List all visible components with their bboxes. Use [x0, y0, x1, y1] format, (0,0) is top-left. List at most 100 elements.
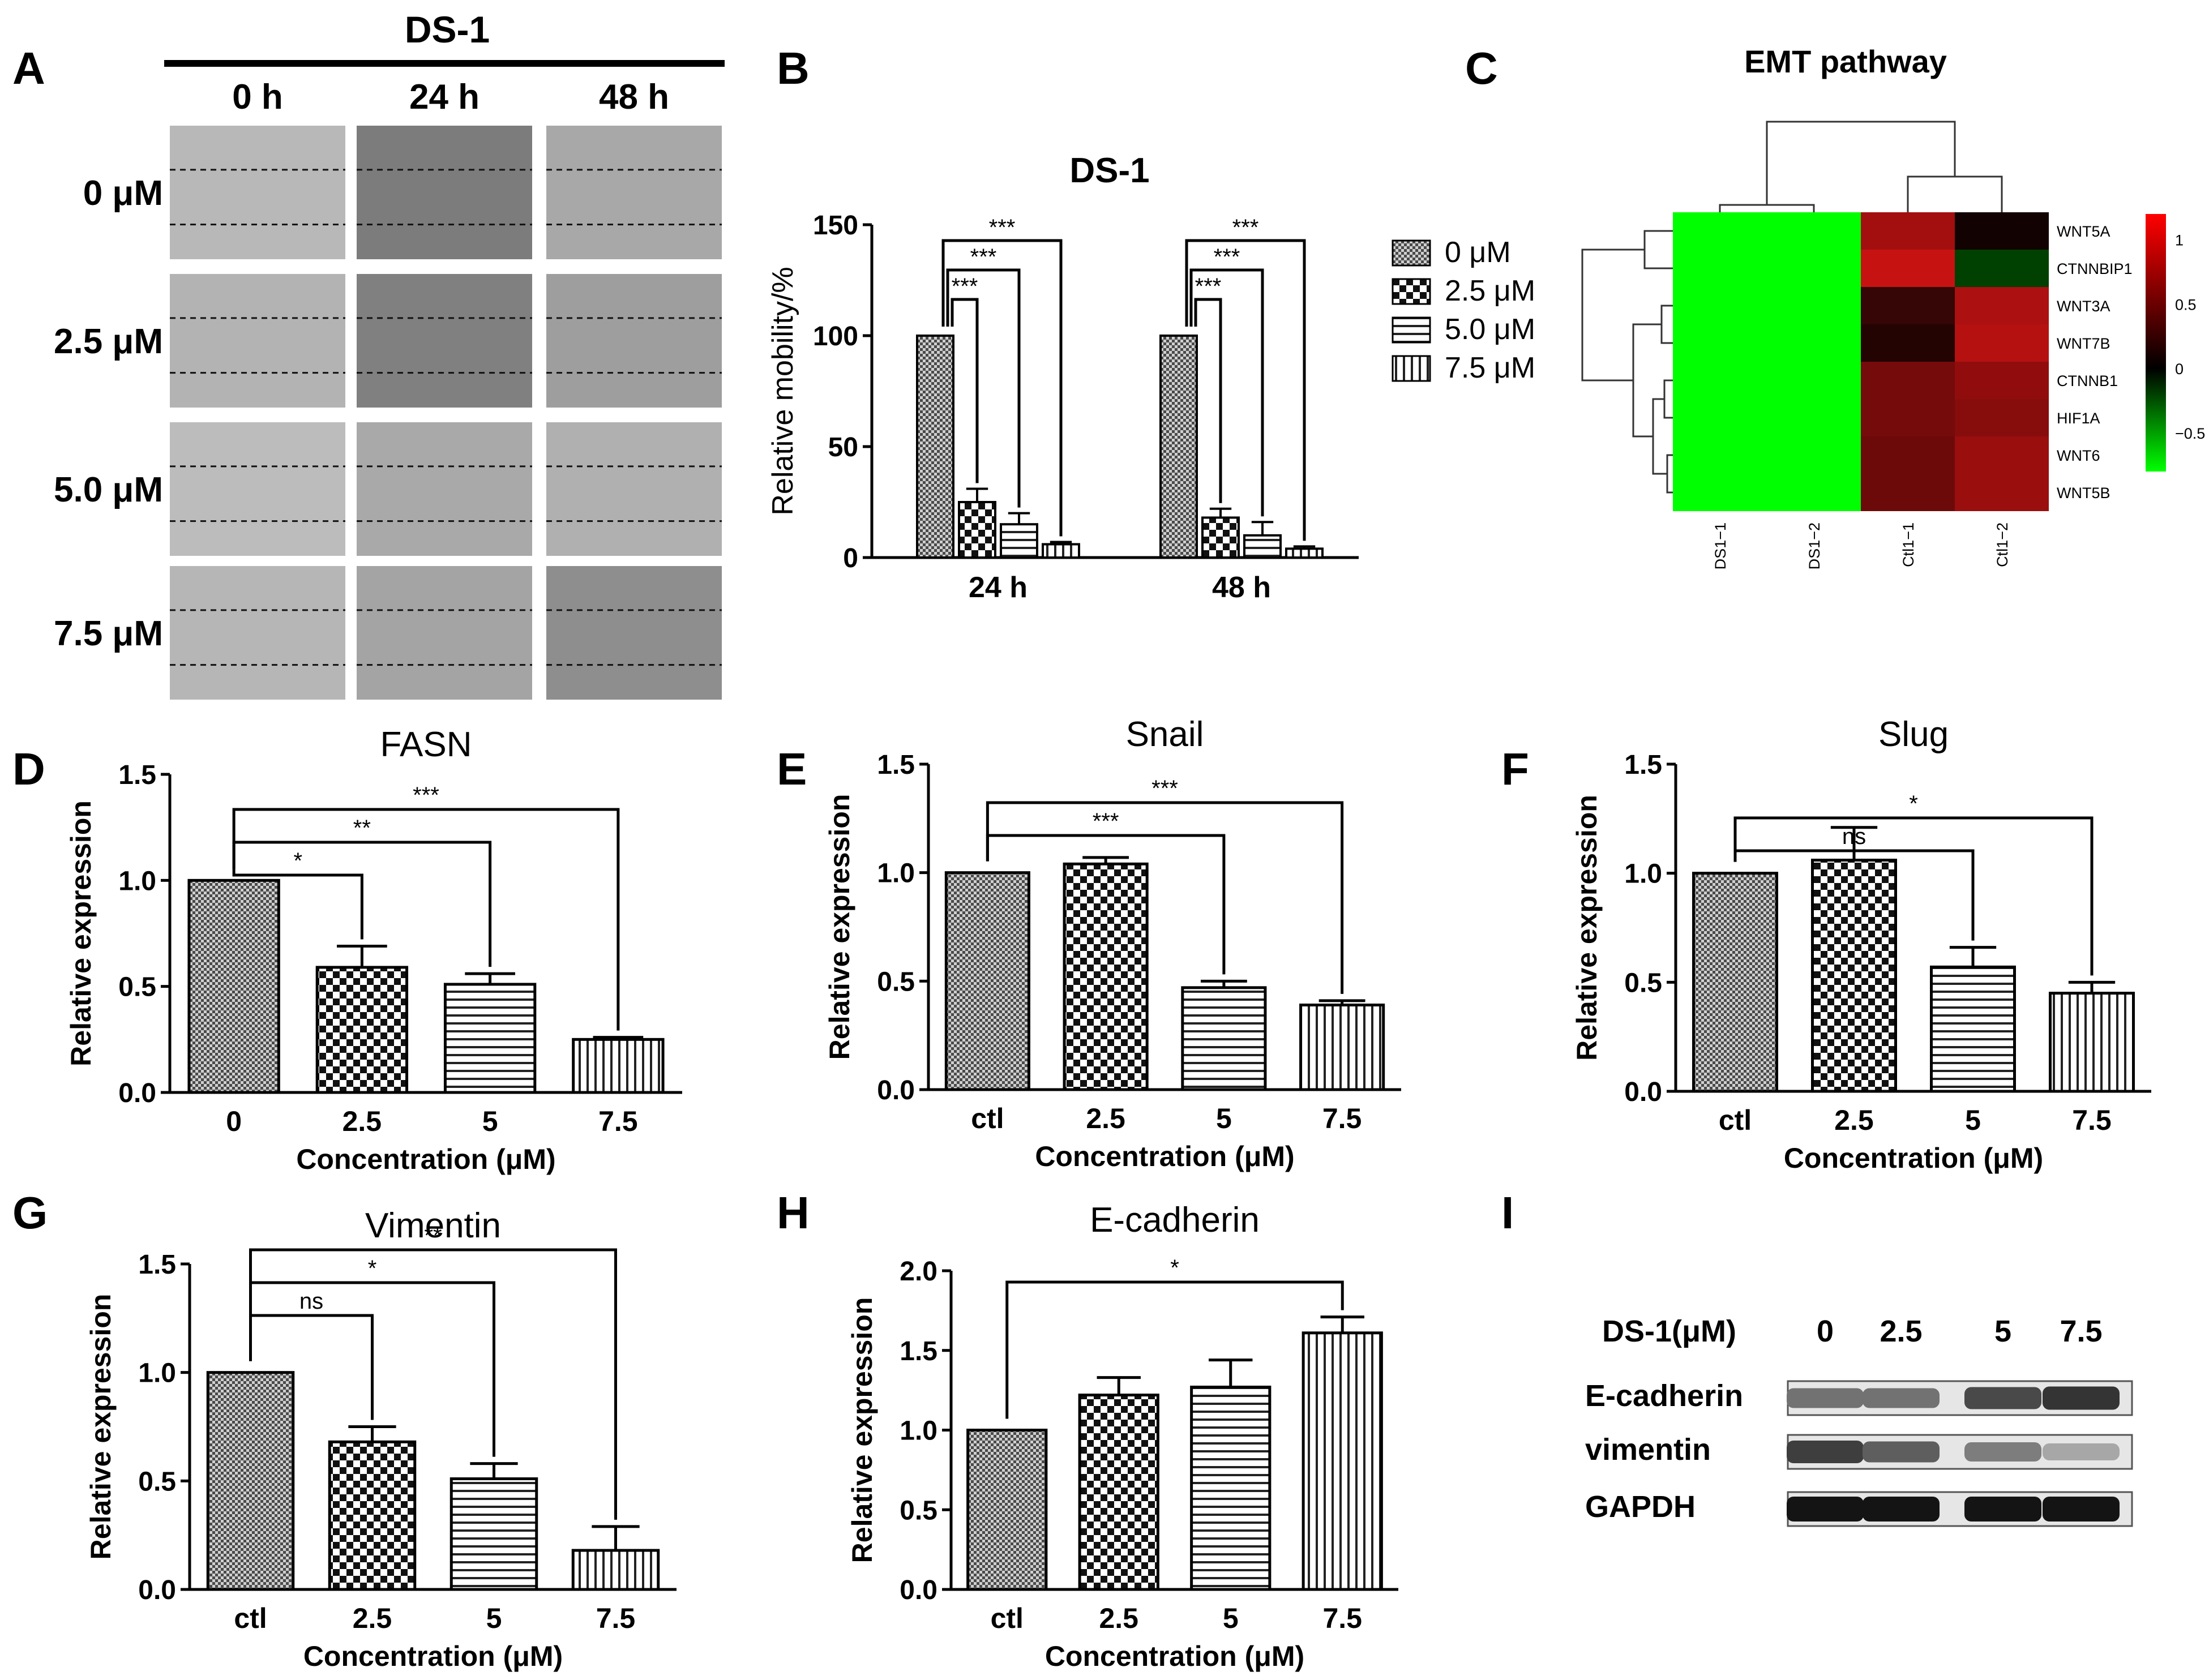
significance-label: ns	[299, 1289, 323, 1314]
row-dendrogram	[1632, 323, 1662, 438]
heatmap-cell	[1861, 474, 1955, 511]
heatmap-column-label: Ctl1−1	[1900, 522, 1917, 567]
x-tick-label: 0	[226, 1105, 242, 1137]
y-tick-label: 0.5	[900, 1495, 937, 1525]
significance-label: ***	[1214, 245, 1240, 269]
panel-h-ecadherin-chart: E-cadherin 0.0 0.5 1.0 1.5 2.0 Relative expres…	[846, 1201, 1398, 1672]
blot-band	[2043, 1386, 2120, 1410]
x-tick-label: 2.5	[1099, 1602, 1138, 1634]
significance-bracket	[951, 298, 979, 483]
bar	[1063, 862, 1149, 1091]
y-tick-label: 1.0	[900, 1416, 937, 1446]
panel-c-heatmap: EMT pathway WNT5A CTNNBIP1 WNT3A WNT7B CTNNB…	[1581, 44, 2205, 569]
x-axis-label: Concentration (μM)	[1045, 1640, 1304, 1672]
heatmap-cell	[1767, 399, 1861, 436]
row-dendrogram	[1663, 379, 1673, 419]
y-tick-label: 1.0	[138, 1358, 176, 1388]
heatmap-cell	[1955, 287, 2049, 324]
bar	[1811, 859, 1897, 1093]
bar	[1930, 965, 2016, 1093]
significance-bracket	[232, 869, 363, 940]
significance-bracket	[941, 239, 1063, 537]
panel-letter-h: H	[777, 1188, 810, 1238]
x-tick-label: 7.5	[596, 1602, 636, 1634]
scratch-micrograph	[546, 126, 722, 259]
bar	[1285, 547, 1324, 559]
y-tick-label: 0.0	[118, 1078, 156, 1108]
y-tick-label: 1.0	[1624, 859, 1662, 889]
y-axis-label: Relative expression	[85, 1294, 117, 1560]
blot-band	[1787, 1388, 1864, 1408]
panel-e-snail-chart: Snail 0.0 0.5 1.0 1.5 Relative expression ctl 2…	[824, 715, 1401, 1172]
scratch-micrograph	[170, 274, 345, 408]
significance-label: ***	[1232, 215, 1259, 240]
y-tick-label: 50	[828, 432, 858, 462]
x-tick-label: 24 h	[969, 571, 1028, 604]
row-dendrogram	[1666, 454, 1673, 494]
legend-label: 0 μM	[1445, 236, 1511, 269]
row-dendrogram	[1660, 305, 1673, 344]
heatmap-cell	[1861, 287, 1955, 324]
band-label: vimentin	[1585, 1433, 1711, 1467]
y-tick-label: 0.0	[1624, 1077, 1662, 1107]
chart-title: FASN	[380, 725, 472, 764]
y-tick-label: 0.5	[877, 967, 915, 997]
panel-letter-c: C	[1465, 43, 1498, 93]
x-axis-label: Concentration (μM)	[1035, 1141, 1294, 1172]
significance-label: ***	[989, 215, 1016, 240]
x-tick-label: ctl	[991, 1602, 1024, 1634]
x-axis-label: Concentration (μM)	[303, 1640, 563, 1672]
panel-b-legend: 0 μM 2.5 μM 5.0 μM 7.5 μM	[1392, 236, 1535, 384]
scratch-micrograph	[170, 126, 345, 259]
lane-label: 5	[1994, 1314, 2011, 1348]
y-tick-label: 0.0	[900, 1575, 937, 1605]
significance-label: *	[368, 1256, 377, 1281]
significance-label: **	[353, 816, 371, 841]
blot-band	[1863, 1441, 1940, 1463]
band-label: E-cadherin	[1585, 1379, 1743, 1413]
lane-label: 7.5	[2060, 1314, 2102, 1348]
heatmap-cell	[1955, 250, 2049, 287]
significance-bracket	[1733, 816, 2094, 976]
panel-a-scratch-assay: DS-1 0 h 24 h 48 h 0 μM 2.5 μM 5.0 μM 7.5 μM	[54, 8, 725, 700]
panel-letter-g: G	[12, 1188, 48, 1238]
significance-label: *	[1909, 791, 1918, 816]
x-tick-label: ctl	[1719, 1104, 1752, 1136]
bar	[1159, 335, 1198, 559]
bar	[206, 1371, 295, 1591]
panel-b-mobility-chart: DS-1 0 50 100 150 Relative mobility/% 24 h *** *…	[767, 151, 1359, 604]
bar	[1000, 523, 1038, 559]
significance-label: ***	[1093, 809, 1119, 834]
heatmap-row-label: CTNNBIP1	[2057, 260, 2133, 277]
panel-letter-b: B	[777, 43, 810, 93]
x-tick-label: 7.5	[1322, 1602, 1362, 1634]
scratch-row-label: 7.5 μM	[54, 614, 163, 653]
bar	[1692, 872, 1778, 1093]
legend-swatch	[1392, 355, 1431, 382]
scratch-micrograph	[357, 126, 532, 259]
scratch-column-label: 0 h	[232, 78, 283, 117]
blot-band	[1964, 1387, 2041, 1409]
colorbar-tick-label: 0	[2175, 361, 2184, 378]
heatmap-row-label: WNT7B	[2057, 335, 2110, 352]
panel-g-vimentin-chart: Vimentin 0.0 0.5 1.0 1.5 Relative expression c…	[85, 1206, 677, 1672]
colorbar-tick-label: −0.5	[2175, 425, 2205, 442]
significance-bracket	[1185, 239, 1306, 541]
scratch-row-label: 0 μM	[83, 174, 163, 213]
legend-swatch	[1392, 239, 1431, 267]
y-tick-label: 2.0	[900, 1257, 937, 1287]
panel-letter-i: I	[1501, 1188, 1514, 1238]
heatmap-cell	[1955, 212, 2049, 250]
y-tick-label: 1.5	[118, 760, 156, 790]
panel-d-fasn-chart: FASN 0.0 0.5 1.0 1.5 Relative expression 0 2.5 5…	[65, 725, 682, 1175]
panel-letter-d: D	[12, 744, 45, 794]
scratch-micrograph	[170, 422, 345, 556]
bar	[1078, 1394, 1159, 1591]
x-tick-label: 7.5	[2072, 1104, 2112, 1136]
scratch-micrograph	[546, 566, 722, 700]
y-axis-label: Relative expression	[846, 1297, 878, 1563]
heatmap-row-label: WNT5B	[2057, 485, 2110, 502]
heatmap-cell	[1861, 250, 1955, 287]
x-tick-label: 48 h	[1212, 571, 1271, 604]
scratch-row-label: 2.5 μM	[54, 322, 163, 361]
